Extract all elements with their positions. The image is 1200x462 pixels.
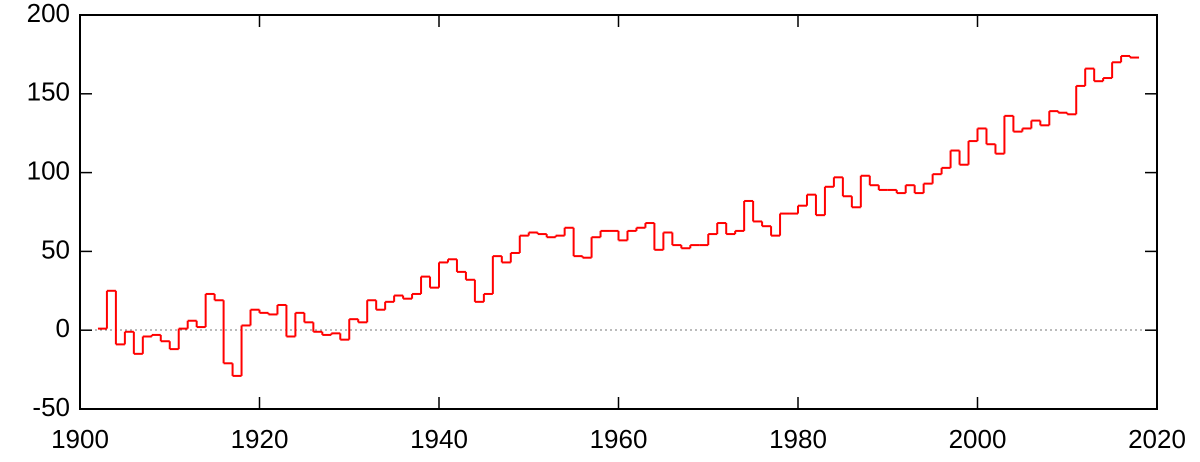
- y-tick-label: 100: [27, 155, 70, 185]
- y-tick-label: 200: [27, 0, 70, 28]
- x-tick-label: 1900: [51, 424, 109, 454]
- y-tick-label: -50: [32, 392, 70, 422]
- y-tick-label: 150: [27, 77, 70, 107]
- x-tick-label: 2000: [949, 424, 1007, 454]
- x-tick-label: 1980: [769, 424, 827, 454]
- x-tick-label: 1920: [231, 424, 289, 454]
- x-tick-label: 1940: [410, 424, 468, 454]
- x-tick-label: 1960: [590, 424, 648, 454]
- y-tick-label: 0: [56, 313, 70, 343]
- x-tick-label: 2020: [1128, 424, 1186, 454]
- y-tick-label: 50: [41, 234, 70, 264]
